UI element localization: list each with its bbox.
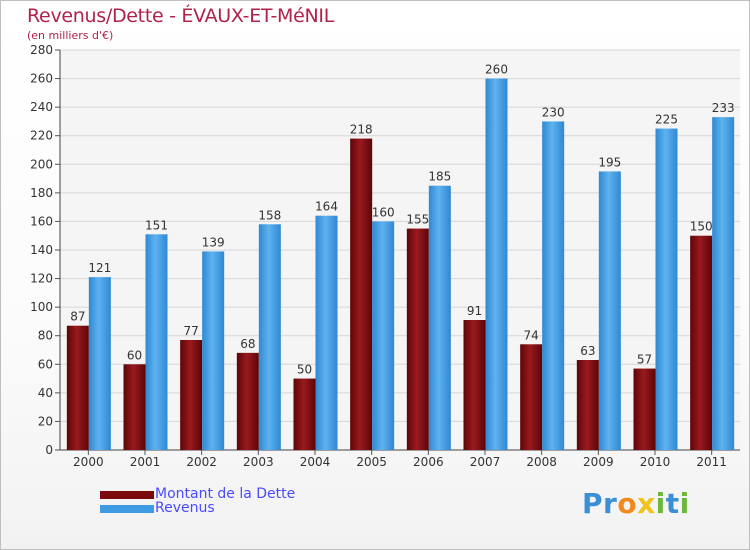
data-label: 50 bbox=[297, 363, 312, 377]
x-tick-label: 2002 bbox=[186, 455, 217, 469]
legend-swatch-revenus bbox=[100, 505, 154, 513]
bar-dette bbox=[406, 228, 429, 450]
logo-letter: t bbox=[665, 487, 680, 520]
x-tick-label: 2004 bbox=[300, 455, 331, 469]
data-label: 218 bbox=[350, 123, 373, 137]
bar-dette bbox=[180, 340, 203, 450]
bar-dette bbox=[236, 352, 259, 450]
data-label: 195 bbox=[598, 155, 621, 169]
bar-dette bbox=[66, 325, 89, 450]
data-label: 185 bbox=[428, 170, 451, 184]
bar-revenus bbox=[712, 117, 735, 451]
data-label: 260 bbox=[485, 63, 508, 77]
x-tick-label: 2006 bbox=[413, 455, 444, 469]
y-tick-label: 80 bbox=[38, 329, 53, 343]
x-tick-label: 2008 bbox=[526, 455, 557, 469]
bar-revenus bbox=[372, 221, 395, 450]
bar-dette bbox=[350, 138, 373, 451]
data-label: 139 bbox=[202, 235, 225, 249]
data-label: 63 bbox=[580, 344, 595, 358]
y-tick-label: 160 bbox=[30, 214, 53, 228]
x-tick-label: 2000 bbox=[73, 455, 104, 469]
x-tick-label: 2005 bbox=[356, 455, 387, 469]
y-tick-label: 280 bbox=[30, 43, 53, 57]
bar-dette bbox=[690, 235, 713, 450]
y-tick-label: 140 bbox=[30, 243, 53, 257]
logo-letter: o bbox=[617, 487, 638, 520]
chart-subtitle: (en milliers d'€) bbox=[27, 29, 114, 42]
bar-dette bbox=[633, 368, 656, 450]
x-tick-label: 2009 bbox=[583, 455, 614, 469]
bar-dette bbox=[463, 320, 486, 450]
bar-revenus bbox=[88, 277, 111, 450]
x-tick-label: 2007 bbox=[470, 455, 501, 469]
bar-revenus bbox=[655, 128, 678, 451]
bar-dette bbox=[576, 360, 599, 450]
x-tick-label: 2001 bbox=[130, 455, 161, 469]
bar-revenus bbox=[315, 215, 338, 450]
bar-dette bbox=[520, 344, 543, 450]
logo-letter: P bbox=[582, 487, 604, 520]
y-tick-label: 20 bbox=[38, 414, 53, 428]
data-label: 74 bbox=[524, 328, 539, 342]
bar-revenus bbox=[202, 251, 225, 450]
y-tick-label: 60 bbox=[38, 357, 53, 371]
legend-swatch-dette bbox=[100, 491, 154, 499]
data-label: 77 bbox=[184, 324, 199, 338]
y-tick-label: 40 bbox=[38, 386, 53, 400]
x-tick-label: 2011 bbox=[696, 455, 727, 469]
y-tick-label: 100 bbox=[30, 300, 53, 314]
y-tick-label: 260 bbox=[30, 72, 53, 86]
data-label: 233 bbox=[712, 101, 735, 115]
y-tick-label: 0 bbox=[45, 443, 53, 457]
y-tick-label: 120 bbox=[30, 272, 53, 286]
data-label: 158 bbox=[258, 208, 281, 222]
legend-label-dette: Montant de la Dette bbox=[155, 486, 296, 502]
logo-letter: x bbox=[637, 487, 656, 520]
data-label: 150 bbox=[690, 220, 713, 234]
y-tick-label: 240 bbox=[30, 100, 53, 114]
proxiti-logo: Proxiti bbox=[582, 487, 690, 520]
x-tick-label: 2003 bbox=[243, 455, 274, 469]
bar-revenus bbox=[542, 121, 565, 450]
data-label: 87 bbox=[70, 310, 85, 324]
data-label: 164 bbox=[315, 200, 338, 214]
bar-revenus bbox=[258, 224, 281, 450]
data-label: 121 bbox=[88, 261, 111, 275]
data-label: 68 bbox=[240, 337, 255, 351]
data-label: 225 bbox=[655, 113, 678, 127]
y-tick-label: 200 bbox=[30, 157, 53, 171]
data-label: 91 bbox=[467, 304, 482, 318]
x-tick-label: 2010 bbox=[640, 455, 671, 469]
chart-title: Revenus/Dette - ÉVAUX-ET-MéNIL bbox=[27, 5, 335, 27]
bar-dette bbox=[123, 364, 146, 450]
data-label: 155 bbox=[406, 213, 429, 227]
bar-revenus bbox=[598, 171, 621, 450]
bar-revenus bbox=[428, 185, 451, 450]
bar-dette bbox=[293, 378, 316, 450]
legend-label-revenus: Revenus bbox=[155, 500, 215, 516]
data-label: 60 bbox=[127, 348, 142, 362]
bar-revenus bbox=[145, 234, 168, 450]
y-tick-label: 180 bbox=[30, 186, 53, 200]
bar-revenus bbox=[485, 78, 508, 451]
logo-letter: r bbox=[603, 487, 618, 520]
logo-letter: i bbox=[679, 487, 690, 520]
data-label: 151 bbox=[145, 218, 168, 232]
data-label: 230 bbox=[542, 105, 565, 119]
data-label: 160 bbox=[372, 205, 395, 219]
logo-letter: i bbox=[655, 487, 666, 520]
y-tick-label: 220 bbox=[30, 129, 53, 143]
data-label: 57 bbox=[637, 353, 652, 367]
